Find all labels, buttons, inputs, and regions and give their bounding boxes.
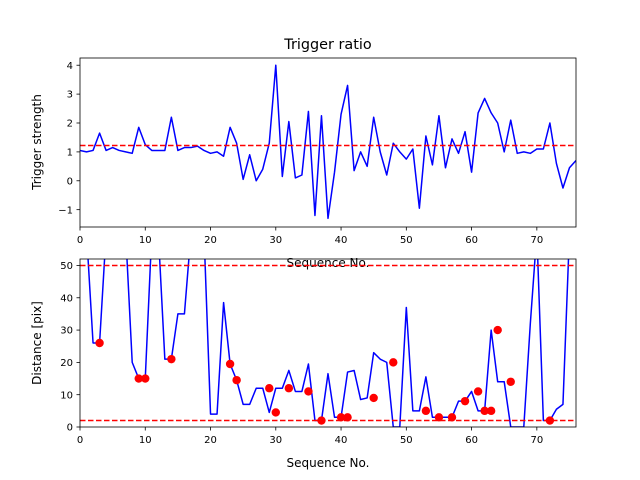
bottom-x-axis-label: Sequence No. xyxy=(287,456,370,470)
bottom-x-tick-label: 20 xyxy=(204,435,217,446)
bottom-marker-point xyxy=(134,374,143,383)
bottom-marker-point xyxy=(141,374,150,383)
bottom-x-tick-label: 50 xyxy=(400,435,413,446)
top-x-tick-label: 40 xyxy=(335,235,348,246)
top-x-tick-label: 10 xyxy=(139,235,152,246)
top-plot-area: 0 10 20 30 40 50 60 70 −1 0 1 2 3 4 xyxy=(58,57,577,246)
top-y-tick-label: 4 xyxy=(67,61,73,72)
bottom-marker-point xyxy=(284,384,294,393)
bottom-y-tick-label: 40 xyxy=(60,293,73,304)
bottom-y-tick-label: 20 xyxy=(60,358,73,369)
bottom-y-tick-label: 10 xyxy=(60,390,73,401)
top-y-tick-label: 1 xyxy=(67,147,73,158)
bottom-marker-point xyxy=(493,325,502,335)
bottom-plot-area: 0 10 20 30 40 50 60 70 0 10 20 30 40 50 xyxy=(60,258,577,446)
bottom-marker-point xyxy=(167,354,176,364)
top-y-tick-label: 0 xyxy=(67,176,73,187)
top-chart-title: Trigger ratio xyxy=(283,37,372,53)
bottom-marker-point xyxy=(265,384,274,393)
bottom-x-tick-label: 10 xyxy=(139,435,152,446)
bottom-marker-point xyxy=(545,416,555,425)
bottom-marker-point xyxy=(343,413,352,422)
bottom-y-tick-label: 0 xyxy=(67,423,73,434)
bottom-marker-point xyxy=(317,416,326,425)
bottom-marker-point xyxy=(369,393,378,403)
bottom-y-axis-label: Distance [pix] xyxy=(30,301,44,385)
bottom-marker-point xyxy=(336,413,346,422)
bottom-x-tick-label: 40 xyxy=(335,435,348,446)
top-x-axis-label: Sequence No. xyxy=(287,256,370,270)
bottom-marker-point xyxy=(304,387,313,396)
bottom-x-tick-label: 60 xyxy=(465,435,478,446)
top-y-tick-label: 3 xyxy=(67,90,73,101)
top-x-tick-label: 60 xyxy=(465,235,478,246)
bottom-marker-point xyxy=(434,413,444,422)
top-y-tick-label: 2 xyxy=(67,119,73,130)
bottom-marker-point xyxy=(460,396,470,406)
bottom-marker-point xyxy=(480,406,489,416)
top-axes-frame xyxy=(79,57,577,228)
top-y-axis-label: Trigger strength xyxy=(30,94,44,191)
top-x-tick-label: 30 xyxy=(269,235,282,246)
top-x-tick-label: 50 xyxy=(400,235,413,246)
bottom-marker-point xyxy=(271,408,280,417)
bottom-x-tick-label: 70 xyxy=(530,435,543,446)
bottom-marker-point xyxy=(486,406,496,416)
bottom-marker-point xyxy=(506,377,515,386)
bottom-marker-point xyxy=(421,406,431,416)
top-x-tick-label: 0 xyxy=(77,235,83,246)
bottom-marker-point xyxy=(447,413,457,422)
bottom-x-tick-label: 0 xyxy=(77,435,83,446)
bottom-x-tick-label: 30 xyxy=(269,435,282,446)
top-x-tick-label: 70 xyxy=(530,235,543,246)
bottom-axes-frame xyxy=(79,258,577,428)
bottom-marker-point xyxy=(232,375,241,385)
bottom-y-tick-label: 50 xyxy=(60,261,73,272)
bottom-y-tick-label: 30 xyxy=(60,326,73,337)
top-series-line xyxy=(80,64,576,220)
bottom-marker-point xyxy=(225,359,235,369)
bottom-marker-point xyxy=(95,338,104,348)
bottom-series-line xyxy=(87,259,570,427)
top-y-tick-label: −1 xyxy=(58,205,73,216)
top-x-tick-label: 20 xyxy=(204,235,217,246)
bottom-marker-point xyxy=(473,387,483,396)
bottom-marker-point xyxy=(389,358,398,367)
